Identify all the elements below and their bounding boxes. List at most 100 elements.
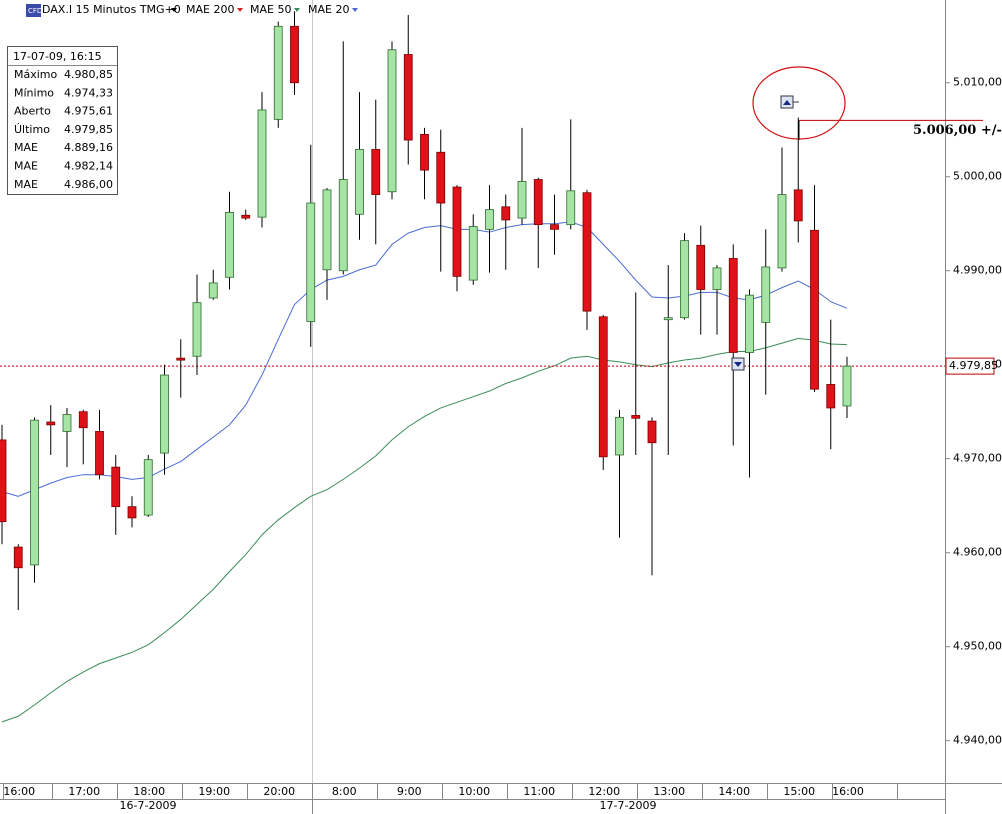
candle-body [290, 25, 299, 84]
candle-body [306, 202, 316, 322]
candle-body [78, 411, 88, 429]
info-value: 4.986,00 [64, 178, 113, 191]
dropdown-arrow [294, 8, 300, 12]
y-tick-label: 4.960,00 [953, 546, 1002, 559]
y-tick-label: 4.990,00 [953, 264, 1002, 277]
sell-icon-arrow [734, 362, 742, 367]
x-tick-label: 8:00 [332, 785, 357, 798]
dropdown-arrow [237, 8, 243, 12]
info-box: 17-07-09, 16:15 Máximo 4.980,85 Mínimo 4.974… [7, 46, 118, 195]
candle-body [257, 109, 267, 218]
legend-entry[interactable]: MAE 200 [186, 3, 234, 16]
candle-body [452, 186, 462, 277]
candle-body [517, 181, 527, 219]
x-tick-label: 10:00 [458, 785, 490, 798]
x-tick-label: 16:00 [3, 785, 35, 798]
x-tick-label: 12:00 [588, 785, 620, 798]
candle-body [208, 282, 218, 299]
candle-body [680, 240, 689, 319]
candle-body [111, 466, 121, 508]
y-tick-label: 4.970,00 [953, 452, 1002, 465]
x-tick-label: 18:00 [133, 785, 165, 798]
info-label: MAE [14, 178, 38, 191]
candle-body [647, 420, 657, 444]
candle-body [550, 224, 559, 230]
last-price-label: 4.979,85 [949, 359, 998, 372]
dropdown-arrow [352, 8, 358, 12]
info-label: Último [14, 123, 50, 136]
x-tick-label: 9:00 [397, 785, 422, 798]
legend-entry[interactable]: MAE 50 [250, 3, 291, 16]
candle-body [420, 134, 429, 171]
candle-body [176, 357, 186, 361]
candle-body [696, 244, 706, 290]
candle-body [273, 25, 283, 120]
candle-body [582, 192, 592, 312]
last-price-box [945, 357, 995, 375]
candle-body [826, 384, 836, 409]
x-tick-label: 19:00 [198, 785, 230, 798]
info-value: 4.974,33 [64, 86, 113, 99]
legend-entry[interactable]: MAE 20 [308, 3, 349, 16]
candle-body [13, 546, 23, 569]
candle-body [501, 206, 511, 221]
info-value: 4.975,61 [64, 105, 113, 118]
candle-body [615, 416, 624, 456]
cfd-icon-text: CFD [28, 7, 42, 15]
date-label: 16-7-2009 [120, 799, 177, 812]
candle-body [46, 421, 56, 426]
date-label: 17-7-2009 [600, 799, 657, 812]
candle-body [761, 266, 771, 323]
instrument[interactable]: DAX.I 15 Minutos TMG+0 [42, 3, 181, 16]
info-value: 4.889,16 [64, 141, 113, 154]
dropdown-arrow[interactable] [171, 8, 177, 12]
candle-body [842, 365, 852, 407]
candle-body [403, 54, 413, 141]
candle-body [793, 189, 803, 222]
info-label: Mínimo [14, 86, 54, 99]
candle-body [355, 149, 364, 215]
y-tick-label: 5.000,00 [953, 170, 1002, 183]
info-value: 4.982,14 [64, 160, 113, 173]
y-tick-label: 5.010,00 [953, 76, 1002, 89]
info-label: MAE [14, 160, 38, 173]
cfd-icon [26, 4, 41, 17]
x-tick-label: 15:00 [783, 785, 815, 798]
y-tick-label: 4.950,00 [953, 640, 1002, 653]
toolbar: CFD DAX.I 15 Minutos TMG+0 [26, 3, 181, 17]
candle-body [533, 179, 543, 226]
moving-average-line [1, 337, 848, 723]
info-value: 4.980,85 [64, 68, 113, 81]
x-tick-label: 14:00 [718, 785, 750, 798]
order-label: 5.006,00 +/- [913, 123, 1002, 138]
candle-body [728, 258, 738, 353]
candle-body [468, 226, 478, 281]
x-tick-label: 17:00 [68, 785, 100, 798]
y-tick-label: 4.940,00 [953, 734, 1002, 747]
candle-body [192, 302, 202, 357]
candle-body [436, 151, 446, 204]
candle-body [631, 415, 641, 419]
x-tick-label: 20:00 [263, 785, 295, 798]
candle-body [225, 212, 234, 278]
info-label: Aberto [14, 105, 51, 118]
candle-body [160, 374, 169, 454]
candle-body [30, 419, 39, 566]
candle-body [777, 194, 787, 269]
candle-body [810, 229, 819, 390]
candle-body [322, 189, 332, 271]
candle-body [62, 414, 72, 432]
info-label: Máximo [14, 68, 58, 81]
candle-body [127, 506, 137, 519]
candle-body [95, 431, 104, 476]
x-tick-label: 16:00 [832, 785, 864, 798]
x-tick-label: 11:00 [523, 785, 555, 798]
moving-average-line [1, 221, 848, 497]
order-icon-arrow [783, 100, 791, 105]
candle-body [387, 49, 397, 193]
info-label: MAE [14, 141, 38, 154]
candle-body [0, 439, 7, 523]
